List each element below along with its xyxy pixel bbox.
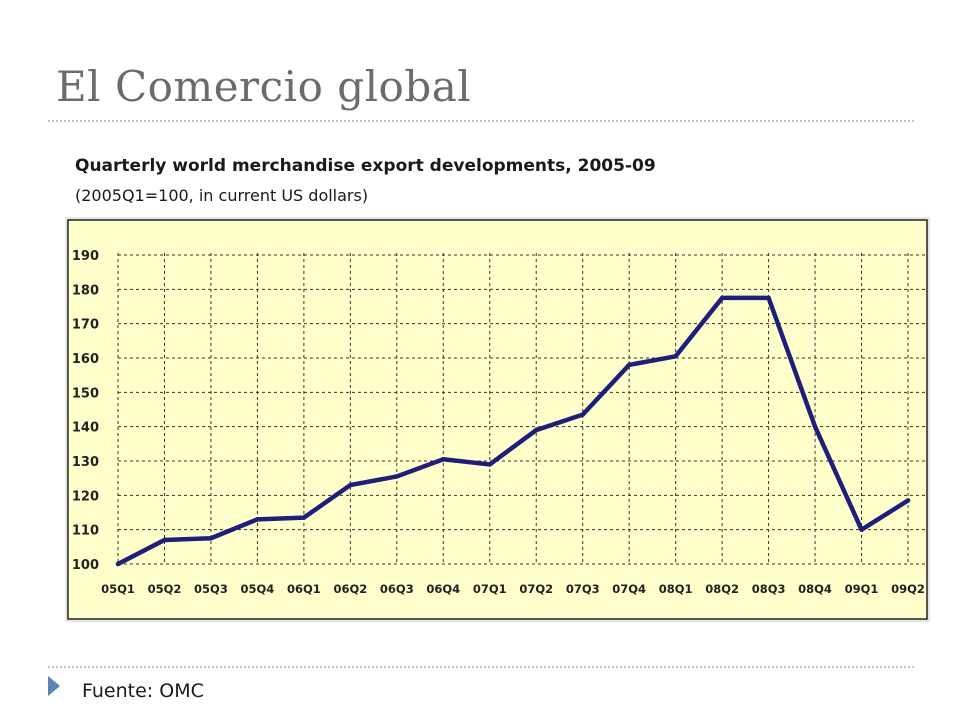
x-tick-label: 06Q1 [287, 582, 321, 596]
y-tick-label: 100 [72, 558, 99, 573]
grid [117, 253, 927, 565]
series [115, 295, 911, 567]
x-tick-label: 06Q3 [380, 582, 414, 596]
y-tick-label: 160 [72, 352, 99, 367]
data-point [719, 295, 725, 301]
data-point [394, 474, 400, 479]
x-tick-label: 08Q3 [752, 582, 786, 596]
x-tick-label: 06Q2 [333, 582, 367, 596]
x-tick-label: 06Q4 [426, 582, 460, 596]
y-tick-label: 110 [72, 524, 99, 539]
chart-subtitle: (2005Q1=100, in current US dollars) [75, 186, 369, 205]
x-tick-label: 08Q2 [705, 582, 739, 596]
source-note: Fuente: OMC [82, 680, 204, 702]
x-tick-label: 08Q1 [659, 582, 693, 596]
data-point [441, 457, 446, 462]
title-divider [48, 120, 914, 122]
chart-title: Quarterly world merchandise export devel… [75, 156, 656, 176]
data-point [115, 561, 121, 567]
x-tick-label: 09Q1 [845, 582, 879, 596]
data-point [766, 295, 771, 301]
x-tick-label: 09Q2 [891, 582, 925, 596]
y-tick-label: 190 [72, 249, 99, 264]
x-tick-label: 08Q4 [798, 582, 832, 596]
y-tick-label: 170 [72, 318, 99, 333]
data-point [812, 424, 818, 429]
x-axis-ticks: 05Q1 05Q2 05Q3 05Q4 06Q1 06Q2 06Q3 06Q4 07Q1 07Q2… [101, 582, 925, 596]
x-tick-label: 07Q4 [612, 582, 646, 596]
footer-divider [48, 666, 914, 668]
x-tick-label: 07Q1 [473, 582, 507, 596]
y-tick-label: 150 [72, 386, 99, 401]
series-line [115, 295, 911, 567]
data-point [580, 412, 585, 417]
data-point [301, 515, 307, 520]
bullet-arrow-icon [48, 676, 60, 696]
x-tick-label: 05Q1 [101, 582, 135, 596]
y-tick-label: 140 [72, 421, 99, 436]
data-point [626, 362, 632, 368]
data-point [534, 427, 539, 433]
data-point [348, 482, 353, 488]
x-tick-label: 07Q2 [519, 582, 553, 596]
data-point [255, 517, 260, 522]
data-point [208, 536, 214, 541]
slide-title: El Comercio global [56, 62, 472, 111]
x-tick-label: 05Q2 [148, 582, 182, 596]
y-tick-label: 130 [72, 455, 99, 470]
x-tick-label: 07Q3 [566, 582, 600, 596]
data-point [487, 462, 492, 467]
data-point [162, 537, 167, 543]
x-tick-label: 05Q4 [241, 582, 275, 596]
plot-area [67, 219, 928, 620]
data-point [859, 527, 864, 532]
data-point [673, 354, 678, 359]
x-tick-label: 05Q3 [194, 582, 228, 596]
data-point [905, 498, 911, 503]
y-axis-ticks: 100 110 120 130 140 150 160 170 180 190 [72, 249, 99, 573]
y-tick-label: 120 [72, 489, 99, 504]
y-tick-label: 180 [72, 283, 99, 298]
